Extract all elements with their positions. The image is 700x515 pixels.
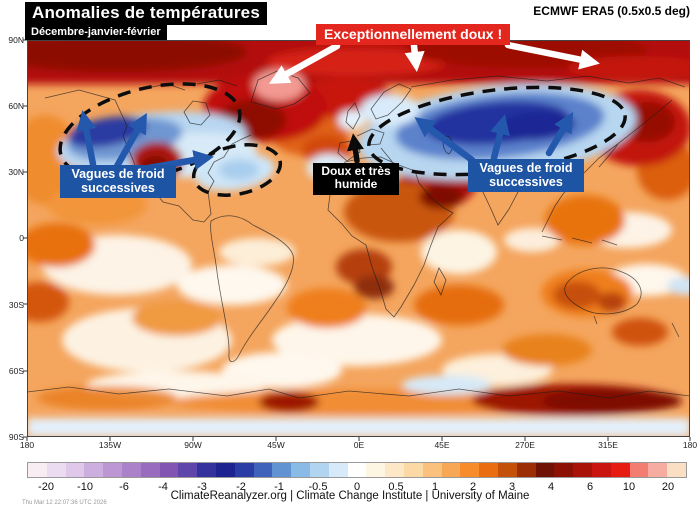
cbar-tick: -0.5 <box>308 481 328 493</box>
cbar-tick: 0 <box>353 481 361 493</box>
warm-banner-label: Exceptionnellement doux ! <box>316 24 511 45</box>
colorbar-cell <box>573 463 592 477</box>
colorbar-cell <box>385 463 404 477</box>
cold-waves-right-line1: Vagues de froid <box>479 161 573 175</box>
cbar-tick: 0.5 <box>388 481 404 493</box>
cbar-tick: -20 <box>38 481 54 493</box>
colorbar-cell <box>272 463 292 477</box>
colorbar-cell <box>328 463 348 477</box>
world-map <box>27 40 690 437</box>
colorbar-cell <box>291 463 310 477</box>
colorbar-cell <box>347 463 367 477</box>
lat-tick-30n: 30N <box>8 167 24 177</box>
cbar-tick: 2 <box>469 481 477 493</box>
colorbar-cell <box>497 463 517 477</box>
cold-waves-label-left: Vagues de froid successives <box>60 165 176 198</box>
colorbar-cell <box>234 463 254 477</box>
lon-tick-45e: 45E <box>434 440 450 450</box>
colorbar-cell <box>103 463 122 477</box>
colorbar-cell <box>648 463 668 477</box>
title-block: Anomalies de températures Décembre-janvi… <box>25 2 267 40</box>
cbar-tick: 20 <box>661 481 675 493</box>
page-title: Anomalies de températures <box>25 2 267 25</box>
cbar-tick: 1 <box>431 481 439 493</box>
lat-tick-0: 0 <box>19 233 24 243</box>
mild-wet-label: Doux et très humide <box>313 163 399 195</box>
cbar-tick: -6 <box>119 481 129 493</box>
mild-wet-line2: humide <box>334 177 378 192</box>
cbar-tick: -2 <box>236 481 246 493</box>
lat-tick-90n: 90N <box>8 35 24 45</box>
colorbar-cell <box>46 463 66 477</box>
colorbar-cell <box>479 463 498 477</box>
lon-tick-180e: 180 <box>682 440 698 450</box>
colorbar-cell <box>84 463 104 477</box>
cbar-tick: -1 <box>274 481 284 493</box>
cbar-tick: 4 <box>547 481 555 493</box>
generation-timestamp: Thu Mar 12 22:07:36 UTC 2026 <box>22 500 107 506</box>
cbar-tick: -4 <box>158 481 168 493</box>
lon-tick-90w: 90W <box>184 440 202 450</box>
colorbar-cell <box>197 463 216 477</box>
lat-tick-90s: 90S <box>8 432 24 442</box>
colorbar-cell <box>309 463 329 477</box>
colorbar-cell <box>610 463 630 477</box>
colorbar-cell <box>591 463 611 477</box>
colorbar-cell <box>629 463 649 477</box>
colorbar-cell <box>178 463 198 477</box>
colorbar-cell <box>554 463 574 477</box>
cold-waves-right-line2: successives <box>489 175 563 189</box>
colorbar-cell <box>28 463 47 477</box>
colorbar-cell <box>215 463 235 477</box>
colorbar-cell <box>65 463 85 477</box>
lat-tick-60n: 60N <box>8 101 24 111</box>
cbar-tick: 6 <box>586 481 594 493</box>
lon-tick-270e: 270E <box>515 440 535 450</box>
colorbar-cell <box>121 463 141 477</box>
colorbar-cell <box>253 463 273 477</box>
lon-tick-135w: 135W <box>98 440 122 450</box>
colorbar-cell <box>516 463 536 477</box>
mild-wet-line1: Doux et très <box>321 164 391 178</box>
colorbar-cell <box>460 463 480 477</box>
cbar-tick: 10 <box>622 481 636 493</box>
lon-tick-180w: 180 <box>19 440 35 450</box>
lon-tick-315e: 315E <box>598 440 618 450</box>
page-subtitle: Décembre-janvier-février <box>25 25 167 40</box>
cbar-tick: 3 <box>508 481 516 493</box>
colorbar-cell <box>422 463 442 477</box>
colorbar-cell <box>140 463 160 477</box>
lon-tick-45w: 45W <box>267 440 285 450</box>
cold-waves-left-line2: successives <box>81 181 155 195</box>
colorbar-cell <box>159 463 179 477</box>
dataset-label: ECMWF ERA5 (0.5x0.5 deg) <box>533 4 690 18</box>
cbar-tick: -3 <box>197 481 207 493</box>
lat-tick-30s: 30S <box>8 300 24 310</box>
colorbar-cell <box>366 463 386 477</box>
lon-tick-0e: 0E <box>353 440 365 450</box>
cbar-tick: -10 <box>77 481 93 493</box>
lat-tick-60s: 60S <box>8 366 24 376</box>
credit-line: ClimateReanalyzer.org | Climate Change I… <box>170 490 530 502</box>
cold-waves-label-right: Vagues de froid successives <box>468 159 584 192</box>
colorbar-cell <box>667 463 686 477</box>
colorbar-cell <box>441 463 461 477</box>
colorbar-cell <box>403 463 423 477</box>
cold-waves-left-line1: Vagues de froid <box>71 167 165 181</box>
colorbar <box>27 462 687 478</box>
colorbar-cell <box>535 463 555 477</box>
